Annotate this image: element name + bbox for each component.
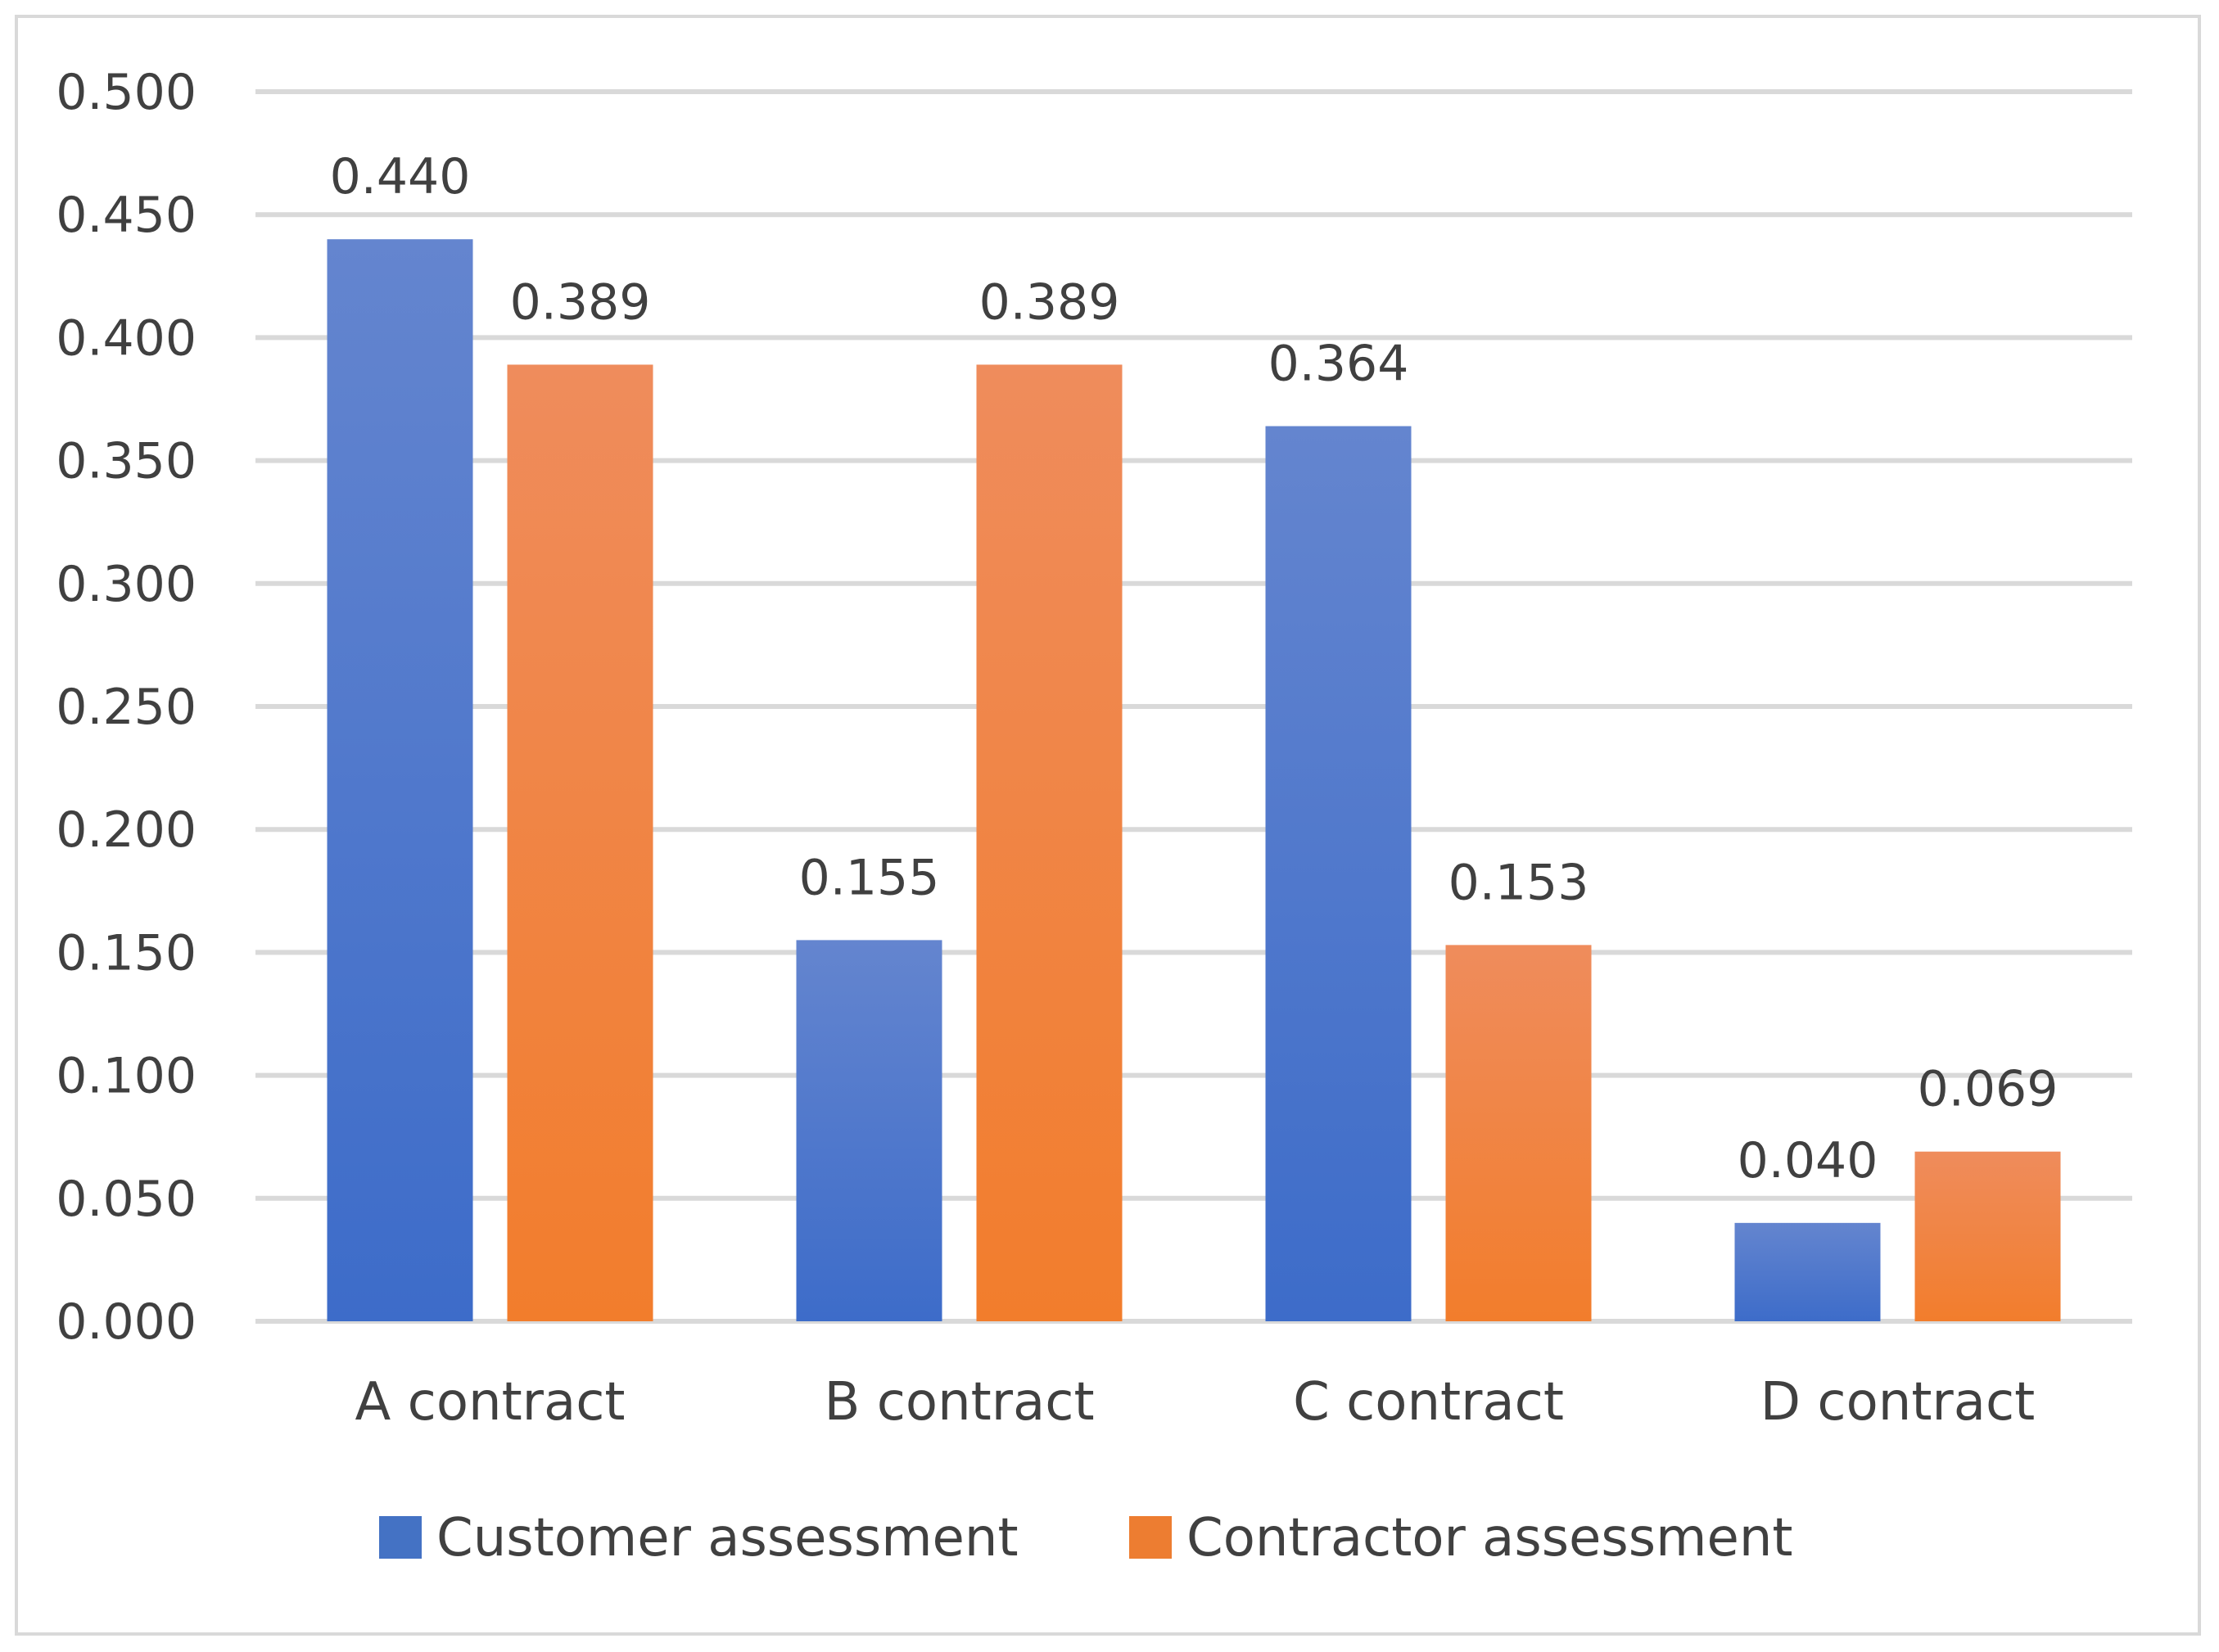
bar-b-contract-contractor-assessment (976, 364, 1123, 1322)
data-label: 0.389 (510, 273, 651, 331)
y-axis-ticks: 0.000 0.050 0.100 0.150 0.200 0.250 0.300 0.350… (56, 64, 197, 1351)
legend-label[interactable]: Customer assessment (436, 1508, 1019, 1568)
x-category-label: B contract (824, 1372, 1094, 1433)
data-label: 0.155 (799, 849, 940, 906)
y-tick-label: 0.250 (56, 679, 197, 736)
bar-b-contract-customer-assessment (796, 940, 942, 1321)
y-tick-label: 0.200 (56, 801, 197, 859)
data-label: 0.069 (1918, 1061, 2059, 1118)
y-tick-label: 0.450 (56, 187, 197, 244)
data-label: 0.440 (330, 148, 471, 205)
legend-label[interactable]: Contractor assessment (1186, 1508, 1792, 1568)
y-tick-label: 0.050 (56, 1171, 197, 1228)
data-label: 0.153 (1448, 854, 1589, 911)
data-labels: 0.440 0.389 0.155 0.389 0.364 0.153 0.040 0.069 (330, 148, 2059, 1189)
bars (327, 239, 2061, 1322)
x-category-label: A contract (355, 1372, 626, 1433)
bar-a-contract-customer-assessment (327, 239, 473, 1321)
data-label: 0.040 (1738, 1132, 1878, 1189)
bar-c-contract-customer-assessment (1265, 426, 1412, 1322)
y-tick-label: 0.000 (56, 1293, 197, 1351)
y-tick-label: 0.150 (56, 924, 197, 982)
x-category-label: D contract (1760, 1372, 2035, 1433)
data-label: 0.364 (1268, 336, 1409, 393)
x-category-label: C contract (1293, 1372, 1564, 1433)
y-tick-label: 0.300 (56, 556, 197, 613)
y-tick-label: 0.350 (56, 433, 197, 490)
y-tick-label: 0.400 (56, 309, 197, 367)
bar-d-contract-contractor-assessment (1914, 1151, 2061, 1321)
x-axis-categories: A contract B contract C contract D contract (355, 1372, 2036, 1433)
legend-swatch (1129, 1516, 1172, 1559)
legend-swatch (379, 1516, 422, 1559)
legend[interactable]: Customer assessment Contractor assessment (379, 1508, 1792, 1568)
bar-a-contract-contractor-assessment (507, 364, 653, 1322)
y-tick-label: 0.100 (56, 1048, 197, 1105)
bar-c-contract-contractor-assessment (1445, 945, 1592, 1321)
bar-d-contract-customer-assessment (1734, 1222, 1881, 1321)
y-tick-label: 0.500 (56, 64, 197, 121)
data-label: 0.389 (979, 273, 1120, 331)
